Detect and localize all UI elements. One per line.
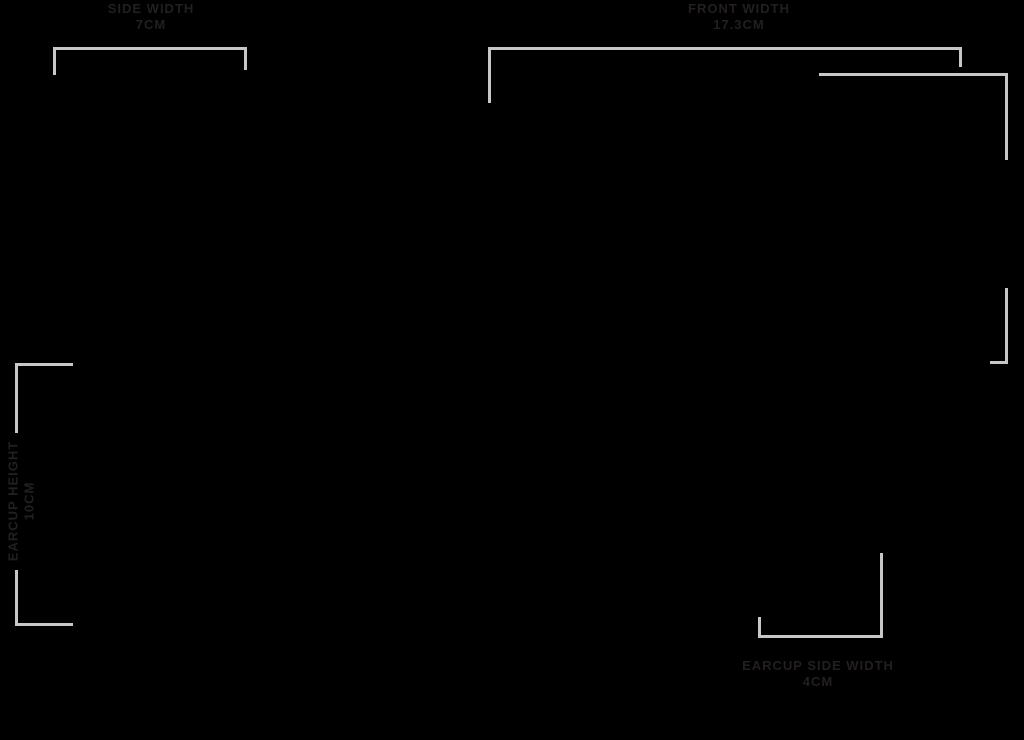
front-width-bracket-left-tick — [488, 47, 491, 103]
earcup-height-value: 10CM — [21, 481, 36, 521]
front-width-label: FRONT WIDTH 17.3CM — [688, 1, 790, 32]
side-width-value: 7CM — [135, 16, 167, 32]
earcup-height-bracket-upper-vertical — [15, 363, 18, 433]
front-width-bracket-horizontal — [488, 47, 962, 50]
front-width-bracket-right-tick — [959, 47, 962, 67]
right-height-bracket-top-horizontal — [819, 73, 1008, 76]
earcup-side-width-bracket-left-tick — [758, 617, 761, 638]
earcup-height-bracket-bottom-tick — [15, 623, 73, 626]
earcup-side-width-title: EARCUP SIDE WIDTH — [742, 658, 894, 673]
earcup-height-bracket-lower-vertical — [15, 570, 18, 626]
right-height-bracket-upper-vertical — [1005, 73, 1008, 160]
earcup-side-width-label: EARCUP SIDE WIDTH 4CM — [742, 658, 894, 689]
earcup-height-label: EARCUP HEIGHT 10CM — [6, 441, 37, 561]
earcup-side-width-bracket-right-vertical — [880, 553, 883, 638]
right-height-bracket-lower-vertical — [1005, 288, 1008, 364]
earcup-height-title: EARCUP HEIGHT — [5, 440, 21, 562]
earcup-side-width-value: 4CM — [802, 673, 834, 689]
earcup-side-width-bracket-horizontal — [758, 635, 883, 638]
side-width-bracket-left-tick — [53, 47, 56, 75]
front-width-value: 17.3CM — [713, 16, 765, 32]
front-width-title: FRONT WIDTH — [688, 1, 790, 16]
side-width-bracket-horizontal — [53, 47, 247, 50]
earcup-height-bracket-top-tick — [15, 363, 73, 366]
right-height-bracket-bottom-tick — [990, 361, 1008, 364]
side-width-label: SIDE WIDTH 7CM — [108, 1, 195, 32]
side-width-title: SIDE WIDTH — [107, 1, 195, 16]
side-width-bracket-right-tick — [244, 47, 247, 70]
